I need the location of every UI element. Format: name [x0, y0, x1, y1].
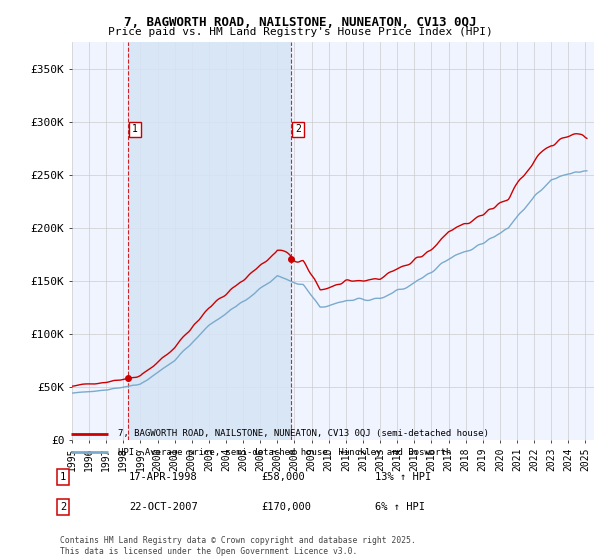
- Text: 22-OCT-2007: 22-OCT-2007: [129, 502, 198, 512]
- Text: Price paid vs. HM Land Registry's House Price Index (HPI): Price paid vs. HM Land Registry's House …: [107, 27, 493, 37]
- Text: 1: 1: [132, 124, 138, 134]
- Text: 2: 2: [295, 124, 301, 134]
- Text: 6% ↑ HPI: 6% ↑ HPI: [375, 502, 425, 512]
- Text: Contains HM Land Registry data © Crown copyright and database right 2025.
This d: Contains HM Land Registry data © Crown c…: [60, 536, 416, 556]
- Text: 13% ↑ HPI: 13% ↑ HPI: [375, 472, 431, 482]
- Text: £58,000: £58,000: [261, 472, 305, 482]
- Text: 7, BAGWORTH ROAD, NAILSTONE, NUNEATON, CV13 0QJ: 7, BAGWORTH ROAD, NAILSTONE, NUNEATON, C…: [124, 16, 476, 29]
- Text: 17-APR-1998: 17-APR-1998: [129, 472, 198, 482]
- Text: £170,000: £170,000: [261, 502, 311, 512]
- Text: HPI: Average price, semi-detached house, Hinckley and Bosworth: HPI: Average price, semi-detached house,…: [118, 447, 451, 457]
- Bar: [128, 42, 291, 440]
- Text: 1: 1: [60, 472, 66, 482]
- Text: 2: 2: [60, 502, 66, 512]
- Text: 7, BAGWORTH ROAD, NAILSTONE, NUNEATON, CV13 0QJ (semi-detached house): 7, BAGWORTH ROAD, NAILSTONE, NUNEATON, C…: [118, 430, 489, 438]
